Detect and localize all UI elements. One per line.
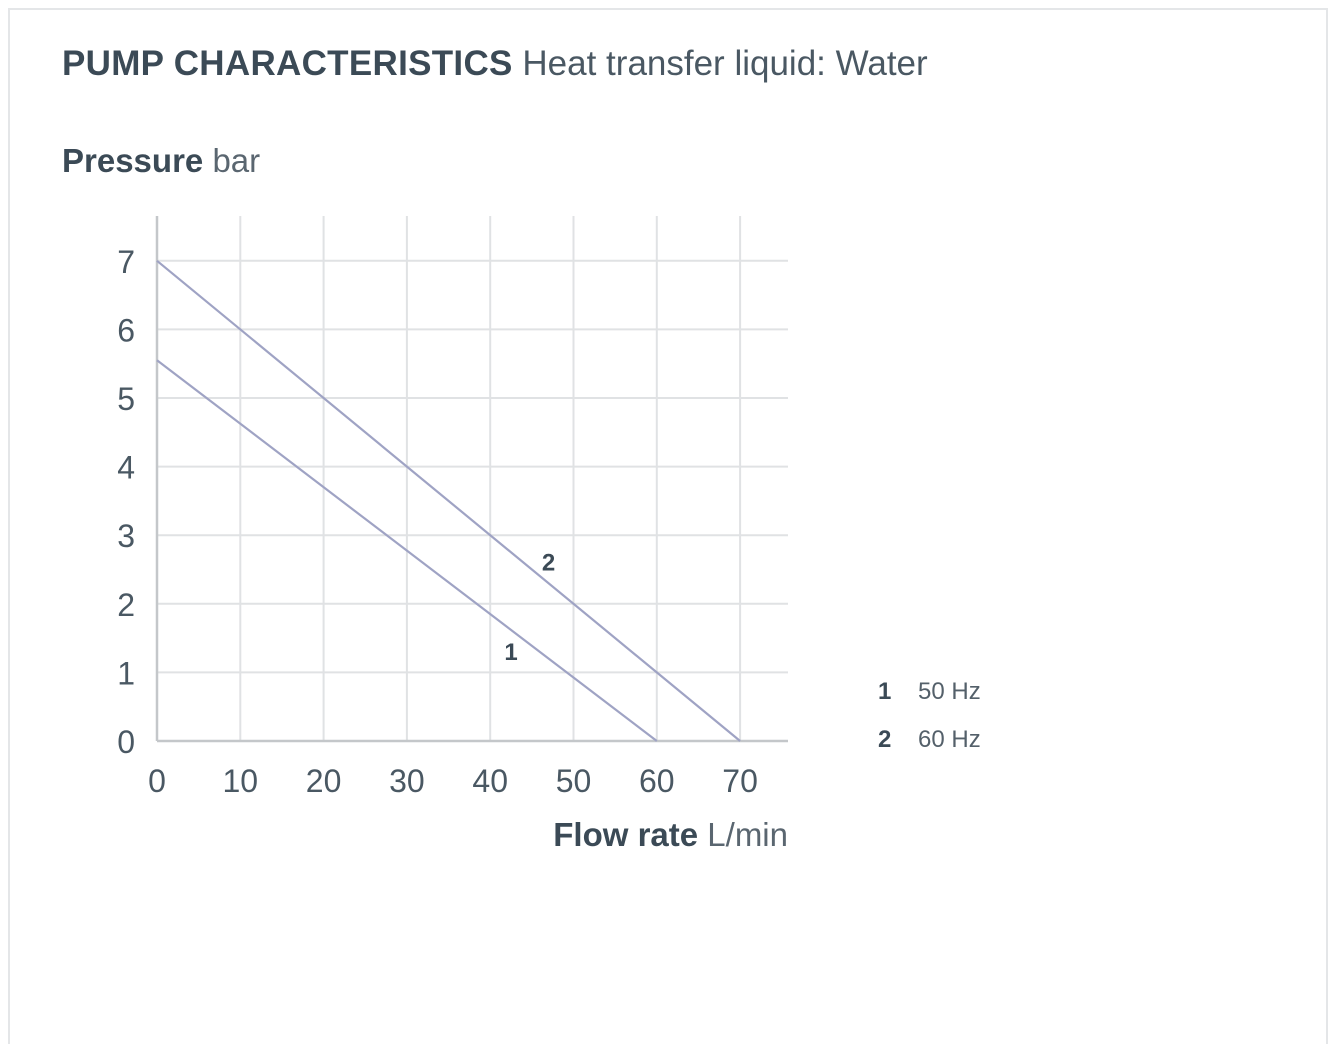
legend-item-2-text: 60 Hz xyxy=(918,726,981,753)
y-tick-label-6: 6 xyxy=(117,312,135,348)
series-line-1 xyxy=(156,359,658,742)
legend-item-2: 2 60 Hz xyxy=(878,716,981,764)
series-line-2 xyxy=(156,259,741,742)
legend-item-1: 1 50 Hz xyxy=(878,668,981,716)
y-axis-label-name: Pressure xyxy=(62,142,204,179)
x-tick-label-70: 70 xyxy=(722,763,758,799)
title-sub: Heat transfer liquid: Water xyxy=(522,44,928,83)
y-axis-label: Pressure bar xyxy=(62,142,260,180)
x-tick-label-10: 10 xyxy=(223,763,259,799)
x-axis-label: Flow rate L/min xyxy=(553,816,788,854)
x-axis-label-name: Flow rate xyxy=(553,816,699,853)
x-tick-label-60: 60 xyxy=(639,763,675,799)
legend-item-1-text: 50 Hz xyxy=(918,678,981,705)
chart-title: PUMP CHARACTERISTICS Heat transfer liqui… xyxy=(62,44,928,84)
y-tick-label-3: 3 xyxy=(117,518,135,554)
series-label-2: 2 xyxy=(542,550,555,577)
legend-item-1-num: 1 xyxy=(878,678,892,705)
legend-item-2-num: 2 xyxy=(878,726,892,753)
chart-frame xyxy=(8,8,1328,1044)
x-tick-label-30: 30 xyxy=(389,763,425,799)
y-tick-label-4: 4 xyxy=(117,450,135,486)
x-tick-label-0: 0 xyxy=(148,763,166,799)
title-main: PUMP CHARACTERISTICS xyxy=(62,44,513,83)
y-axis-label-unit: bar xyxy=(212,142,261,179)
y-tick-label-2: 2 xyxy=(117,587,135,623)
x-tick-label-20: 20 xyxy=(306,763,342,799)
series-label-1: 1 xyxy=(504,639,517,666)
y-tick-label-0: 0 xyxy=(117,724,135,760)
x-tick-label-50: 50 xyxy=(556,763,592,799)
y-tick-label-5: 5 xyxy=(117,381,135,417)
legend: 1 50 Hz 2 60 Hz xyxy=(878,668,981,764)
y-tick-label-7: 7 xyxy=(117,244,135,280)
x-axis-label-unit: L/min xyxy=(707,816,788,853)
y-tick-label-1: 1 xyxy=(117,655,135,691)
x-tick-label-40: 40 xyxy=(472,763,508,799)
